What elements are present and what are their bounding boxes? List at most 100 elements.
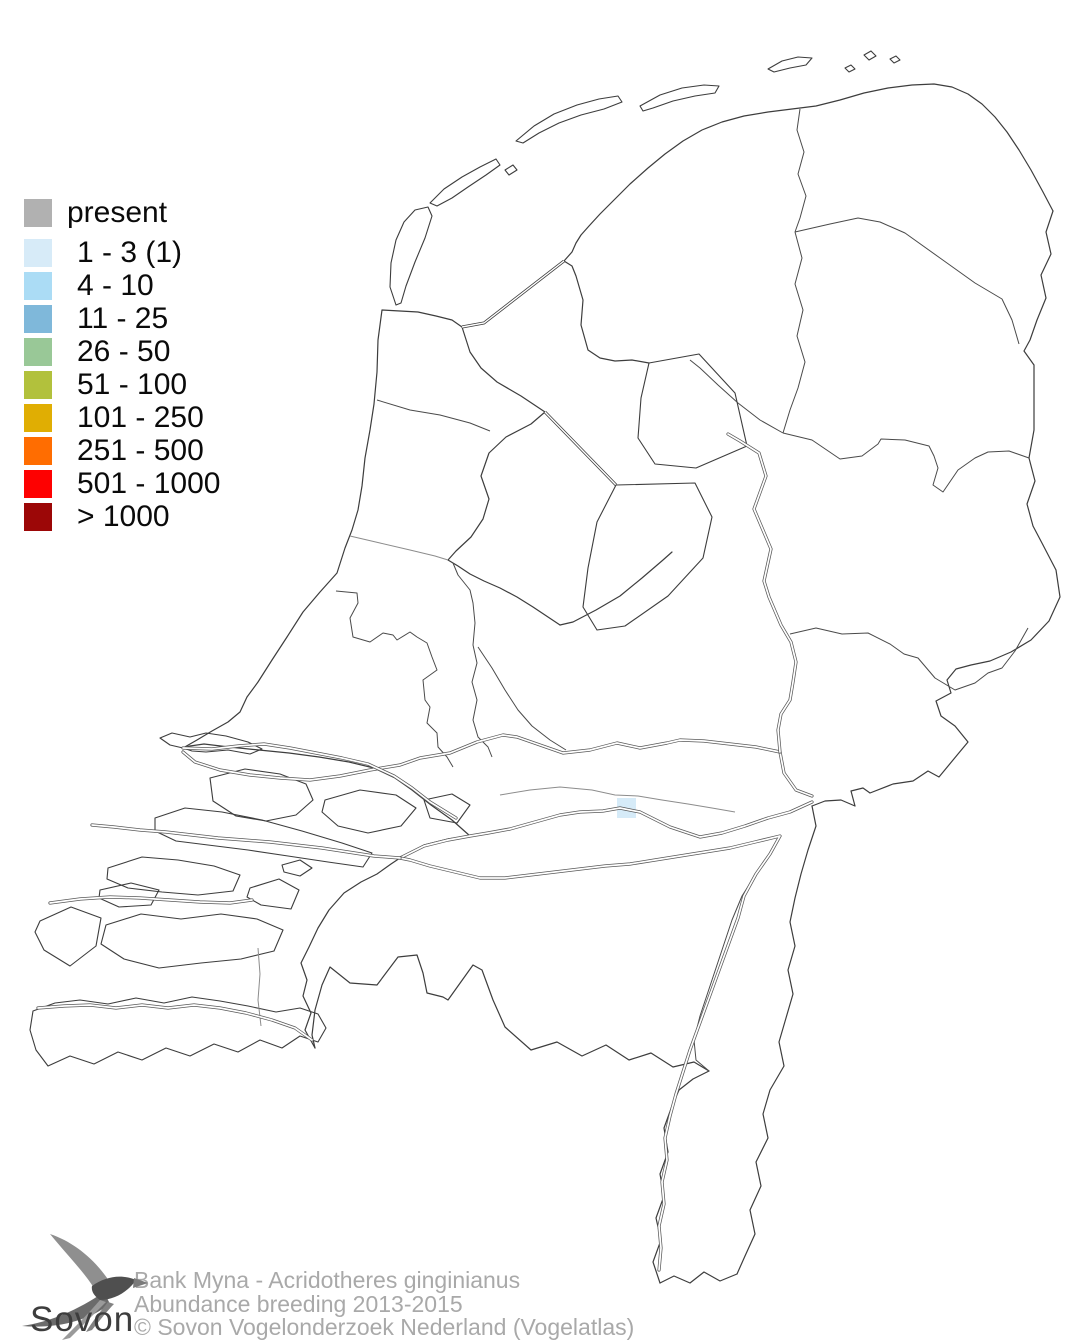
westerschelde [37,1004,313,1041]
legend-label: 1 - 3 (1) [77,236,183,269]
bird-beak [133,1278,148,1288]
island-maasvlakte [159,732,263,755]
bird-tail-streamer [62,1300,106,1340]
border-zuidholland-utrecht [335,590,454,768]
legend-swatch [24,437,52,465]
border-drenthe-overijssel [782,432,1030,493]
islet [504,164,518,176]
river-maas [399,835,781,1271]
bird-tail-streamer [86,1302,114,1332]
legend-item: 51 - 100 [24,368,220,401]
legend-item: 26 - 50 [24,335,220,368]
legend-label: 501 - 1000 [77,467,221,500]
island-schiermonnikoog [767,56,813,73]
river-linge [499,786,736,813]
island-goeree-overflakkee [154,807,373,868]
border-belgium [311,954,710,1072]
sovon-logo-bird-icon [22,1234,148,1340]
legend-label: 4 - 10 [77,269,154,302]
border-utrecht-gelderland [477,646,567,751]
legend-item: 501 - 1000 [24,467,221,500]
border-groningen-drenthe [794,217,1020,345]
river-ijssel [727,433,797,753]
noordzeekanaal [349,535,449,561]
coastline-west [182,309,463,749]
island-terschelling [515,95,623,144]
border-friesland-drenthe [782,231,806,434]
island-dordrecht [423,793,471,824]
border-brabant-limburg [693,873,757,1072]
legend-label: 101 - 250 [77,401,204,434]
houtribdijk [544,411,617,486]
legend-swatch [24,199,52,227]
legend-item: 251 - 500 [24,434,220,467]
island-walcheren [34,906,102,967]
coastline-north [563,83,1054,262]
legend-swatch [24,470,52,498]
legend-label: > 1000 [77,500,170,533]
river-waal [399,801,813,859]
map-subtitle: Abundance breeding 2013-2015 [134,1290,463,1317]
coast-ijsselmeer-friesland [563,260,650,364]
legend-item: 11 - 25 [24,302,220,335]
flevoland [582,482,713,631]
border-friesland-overijssel [689,359,784,434]
legend-label: present [67,196,168,229]
bird-upper-wing [50,1234,111,1288]
island-ameland [639,84,720,112]
legend-item: 1 - 3 (1) [24,236,220,269]
polders-group [582,353,748,631]
border-overijssel-gelderland [789,627,1029,691]
zeeuws-vlaanderen [29,996,327,1067]
legend-item: 101 - 250 [24,401,220,434]
copyright: © Sovon Vogelonderzoek Nederland (Vogela… [134,1314,635,1340]
island-st-philipsland [281,859,313,877]
hollands-diep [91,824,401,859]
coast-brabant-west [300,857,401,1049]
legend-swatch [24,503,52,531]
coast-ijsselmeer-nh [447,326,546,561]
wadden-islands-group [389,50,901,306]
island-voorne-putten [209,768,314,822]
island-hoeksche-waard [321,789,417,834]
river-ijssel [726,432,798,754]
island-texel [389,206,433,306]
river-maas [398,834,782,1272]
legend-swatch [24,338,52,366]
river-nederrijn-lek [182,734,813,797]
coast-gooi [447,559,561,626]
species-title: Bank Myna - Acridotheres ginginianus [134,1267,521,1293]
river-nederrijn-lek [181,733,814,798]
afsluitdijk [461,260,565,328]
legend-label: 51 - 100 [77,368,188,401]
nieuwe-waterweg [182,743,457,819]
island-schouwen-duiveland [106,856,241,896]
islet [889,55,901,64]
legend-swatch [24,239,52,267]
rivers-group [36,432,814,1272]
legend-label: 11 - 25 [77,302,169,335]
legend-item: present [24,196,220,229]
island-zuid-beveland [100,913,284,969]
schelde-rijn-canal [257,947,262,1027]
noordoostpolder [637,353,748,469]
afsluitdijk [461,259,565,329]
delta-islands-group [29,732,471,1067]
border-east-germany [811,210,1061,807]
legend-swatch [24,371,52,399]
legend-swatch [24,404,52,432]
legend-label: 26 - 50 [77,335,171,368]
border-noordholland-utrecht [452,562,493,758]
border-limburg-east [736,805,817,1275]
legend-swatch [24,272,52,300]
island-noord-beveland [98,882,160,908]
island-vlieland [429,158,501,207]
oosterschelde [49,896,253,904]
legend: present 1 - 3 (1) 4 - 10 11 - 25 26 - 50 51 -… [24,196,221,536]
legend-swatch [24,305,52,333]
legend-item: > 1000 [24,500,220,533]
legend-label: 251 - 500 [77,434,204,467]
islet [844,64,856,73]
coastline-group [182,83,1061,1284]
